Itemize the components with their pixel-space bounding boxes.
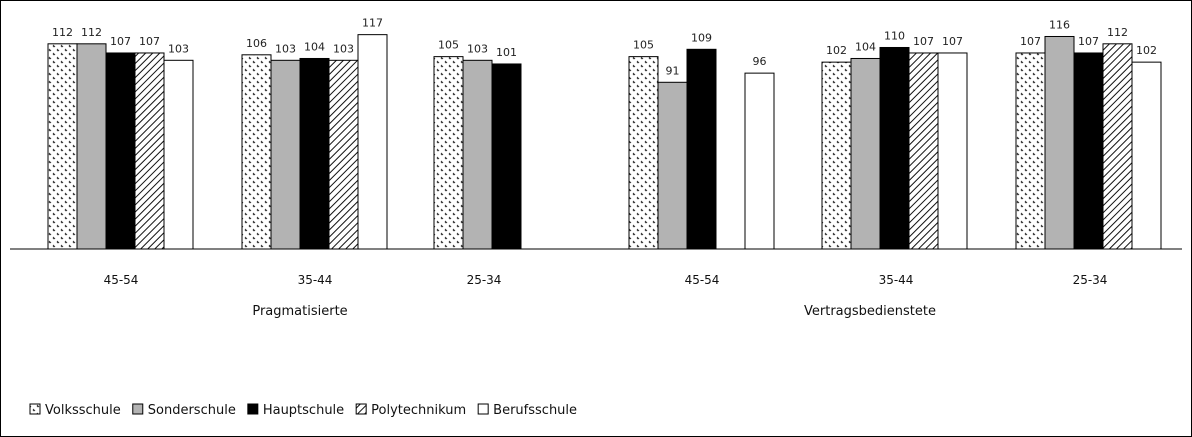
bar-sonderschule-3 [462,59,493,250]
x-tick-label: 45-54 [685,273,720,287]
legend-label-berufsschule: Berufsschule [493,403,577,418]
x-tick-label: 45-54 [104,273,139,287]
bar-hauptschule-1 [105,52,136,250]
legend-label-polytechnikum: Polytechnikum [371,403,466,418]
legend-label-volksschule: Volksschule [45,403,121,418]
legend: Volksschule Sonderschule Hauptschule Polyte… [29,403,577,418]
bars-layer [47,34,1162,250]
group-labels-layer: Pragmatisierte Vertragsbedienstete [252,304,936,319]
bar-hauptschule-4 [686,48,717,250]
value-label: 112 [81,26,102,39]
value-label: 105 [633,39,654,52]
bar-berufsschule-2 [357,34,388,250]
bar-polytechnikum-2 [328,59,359,250]
bar-polytechnikum-6 [1102,43,1133,250]
legend-label-hauptschule: Hauptschule [263,403,344,418]
value-label: 112 [1107,26,1128,39]
bar-hauptschule-2 [299,57,330,250]
legend-swatch-berufsschule [477,403,489,415]
value-label: 106 [246,37,267,50]
value-label: 112 [52,26,73,39]
x-tick-label: 25-34 [1073,273,1108,287]
bar-berufsschule-6 [1131,61,1162,250]
legend-swatch-volksschule [29,403,41,415]
value-label: 102 [1136,44,1157,57]
x-tick-label: 35-44 [879,273,914,287]
bar-volksschule-3 [433,56,464,250]
tick-labels-layer: 45-54 35-44 25-34 45-54 35-44 25-34 [104,273,1108,287]
x-tick-label: 35-44 [298,273,333,287]
bar-volksschule-4 [628,56,659,250]
legend-swatch-polytechnikum [355,403,367,415]
bar-polytechnikum-5 [908,52,939,250]
bar-hauptschule-5 [879,46,910,250]
bar-sonderschule-5 [850,57,881,250]
value-label: 101 [496,46,517,59]
value-label: 116 [1049,18,1070,31]
legend-swatch-hauptschule [247,403,259,415]
value-label: 96 [753,55,767,68]
bar-volksschule-6 [1015,52,1046,250]
bar-berufsschule-4 [744,72,775,250]
legend-label-sonderschule: Sonderschule [148,403,236,418]
value-label: 107 [942,35,963,48]
value-label: 117 [362,17,383,30]
value-label: 107 [110,35,131,48]
value-label: 110 [884,29,905,42]
bar-sonderschule-6 [1044,35,1075,250]
value-label: 103 [168,42,189,55]
value-label: 102 [826,44,847,57]
legend-swatch-sonderschule [132,403,144,415]
bar-sonderschule-4 [657,81,688,250]
bar-berufsschule-5 [937,52,968,250]
value-label: 104 [855,40,876,53]
bar-polytechnikum-1 [134,52,165,250]
group-label: Pragmatisierte [252,304,347,319]
bar-sonderschule-2 [270,59,301,250]
value-label: 103 [467,42,488,55]
value-label: 103 [333,42,354,55]
bar-sonderschule-1 [76,43,107,250]
x-tick-label: 25-34 [467,273,502,287]
value-label: 104 [304,40,325,53]
bar-hauptschule-3 [491,63,522,250]
value-label: 107 [1078,35,1099,48]
bar-volksschule-1 [47,43,78,250]
bar-hauptschule-6 [1073,52,1104,250]
value-label: 107 [1020,35,1041,48]
group-label: Vertragsbedienstete [804,304,936,319]
value-label: 91 [666,64,680,77]
value-label: 107 [139,35,160,48]
bar-volksschule-5 [821,61,852,250]
bar-volksschule-2 [241,54,272,250]
value-label: 109 [691,31,712,44]
value-labels-layer: 112 112 107 107 103 106 103 104 103 117 105 103 101 1… [52,17,1157,78]
value-label: 105 [438,39,459,52]
value-label: 103 [275,42,296,55]
value-label: 107 [913,35,934,48]
bar-berufsschule-1 [163,59,194,250]
